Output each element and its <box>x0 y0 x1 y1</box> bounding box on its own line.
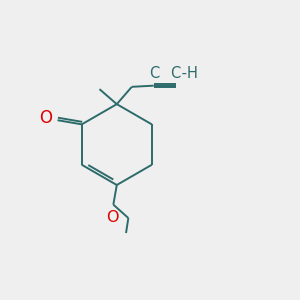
Text: O: O <box>39 110 52 128</box>
Text: O: O <box>106 210 118 225</box>
Text: C: C <box>148 66 159 81</box>
Text: -H: -H <box>177 66 198 81</box>
Text: C: C <box>171 66 181 81</box>
